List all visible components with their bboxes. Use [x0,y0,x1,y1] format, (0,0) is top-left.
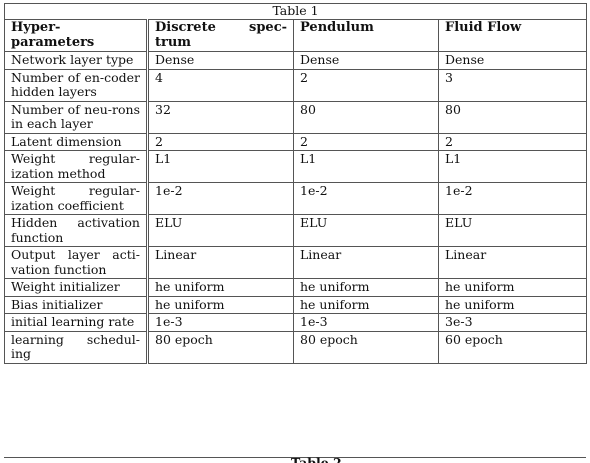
discrete-spectrum-value-cell: 4 [148,69,294,101]
fluid-flow-value-cell: L1 [439,151,587,183]
pendulum-value-cell: ELU [294,215,439,247]
param-name-cell: Number of neu-rons in each layer [5,101,148,133]
table-row: learning schedul-ing 80 epoch 80 epoch 60 e… [5,331,587,363]
table-row: Number of neu-rons in each layer 32 80 80 [5,101,587,133]
discrete-spectrum-value-cell: 80 epoch [148,331,294,363]
param-name-cell: Latent dimension [5,133,148,151]
pendulum-value-cell: 1e-3 [294,314,439,332]
table-row: Number of en-coder hidden layers 4 2 3 [5,69,587,101]
discrete-spectrum-value-cell: ELU [148,215,294,247]
table-row: Network layer type Dense Dense Dense [5,52,587,70]
discrete-spectrum-value-cell: he uniform [148,296,294,314]
pendulum-value-cell: 80 [294,101,439,133]
pendulum-value-cell: Dense [294,52,439,70]
fluid-flow-value-cell: Dense [439,52,587,70]
pendulum-value-cell: 2 [294,69,439,101]
param-name-cell: Output layer acti-vation function [5,247,148,279]
table-caption: Table 1 [5,4,587,20]
param-name-cell: initial learning rate [5,314,148,332]
param-name-cell: Bias initializer [5,296,148,314]
param-name-cell: Network layer type [5,52,148,70]
param-name-cell: Weight initializer [5,279,148,297]
table-row: Weight regular-ization coefficient 1e-2 1e… [5,183,587,215]
table-row: Weight regular-ization method L1 L1 L1 [5,151,587,183]
header-pendulum: Pendulum [294,20,439,52]
header-fluid-flow: Fluid Flow [439,20,587,52]
fluid-flow-value-cell: 80 [439,101,587,133]
pendulum-value-cell: Linear [294,247,439,279]
header-discrete-spectrum: Discrete spec-trum [148,20,294,52]
param-name-cell: Number of en-coder hidden layers [5,69,148,101]
param-name-cell: Weight regular-ization coefficient [5,183,148,215]
discrete-spectrum-value-cell: 1e-2 [148,183,294,215]
discrete-spectrum-value-cell: 1e-3 [148,314,294,332]
fluid-flow-value-cell: 3 [439,69,587,101]
discrete-spectrum-value-cell: L1 [148,151,294,183]
table-row: Bias initializer he uniform he uniform he u… [5,296,587,314]
pendulum-value-cell: L1 [294,151,439,183]
discrete-spectrum-value-cell: he uniform [148,279,294,297]
pendulum-value-cell: 2 [294,133,439,151]
document-page: Table 1 Hyper-parameters Discrete spec-t… [4,3,586,364]
fluid-flow-value-cell: he uniform [439,296,587,314]
header-hyperparameters: Hyper-parameters [5,20,148,52]
pendulum-value-cell: he uniform [294,296,439,314]
discrete-spectrum-value-cell: Dense [148,52,294,70]
param-name-cell: learning schedul-ing [5,331,148,363]
fluid-flow-value-cell: 3e-3 [439,314,587,332]
next-table-caption: Table 2 [291,456,342,463]
table-row: Hidden activation function ELU ELU ELU [5,215,587,247]
pendulum-value-cell: 80 epoch [294,331,439,363]
caption-row: Table 1 [5,4,587,20]
pendulum-value-cell: he uniform [294,279,439,297]
fluid-flow-value-cell: he uniform [439,279,587,297]
table-row: Weight initializer he uniform he uniform he… [5,279,587,297]
param-name-cell: Weight regular-ization method [5,151,148,183]
pendulum-value-cell: 1e-2 [294,183,439,215]
header-row: Hyper-parameters Discrete spec-trum Pend… [5,20,587,52]
discrete-spectrum-value-cell: Linear [148,247,294,279]
fluid-flow-value-cell: 2 [439,133,587,151]
discrete-spectrum-value-cell: 32 [148,101,294,133]
fluid-flow-value-cell: 60 epoch [439,331,587,363]
hyperparameter-table: Table 1 Hyper-parameters Discrete spec-t… [4,3,587,364]
fluid-flow-value-cell: Linear [439,247,587,279]
fluid-flow-value-cell: ELU [439,215,587,247]
fluid-flow-value-cell: 1e-2 [439,183,587,215]
param-name-cell: Hidden activation function [5,215,148,247]
next-table-caption-fragment: Table 2 [0,456,590,463]
table-row: Output layer acti-vation function Linear L… [5,247,587,279]
table-row: Latent dimension 2 2 2 [5,133,587,151]
discrete-spectrum-value-cell: 2 [148,133,294,151]
table-row: initial learning rate 1e-3 1e-3 3e-3 [5,314,587,332]
